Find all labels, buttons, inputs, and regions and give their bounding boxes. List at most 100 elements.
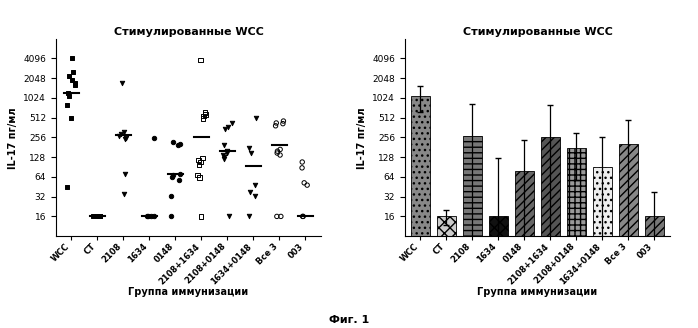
Point (141, 214, 152, 219)
Point (167, 173, 178, 178)
Point (277, 121, 288, 126)
Point (297, 214, 309, 219)
Point (272, 151, 283, 156)
Point (195, 57, 206, 62)
Point (114, 133, 125, 138)
Point (66, 56, 77, 61)
Point (244, 146, 255, 151)
Point (193, 162, 205, 167)
Point (198, 113, 209, 118)
Bar (645, 216, 664, 328)
Y-axis label: IL-17 пг/мл: IL-17 пг/мл (357, 107, 366, 169)
Point (302, 182, 313, 188)
Point (223, 214, 235, 219)
Point (70, 80, 81, 85)
Bar (489, 216, 508, 328)
Bar (515, 171, 534, 328)
Point (116, 81, 127, 86)
Bar (411, 96, 430, 328)
Bar (541, 137, 560, 328)
Point (218, 143, 229, 148)
Point (94, 214, 105, 219)
Point (119, 172, 131, 177)
Bar (619, 144, 638, 328)
Point (274, 153, 285, 158)
Point (92, 214, 103, 219)
Bar (567, 148, 586, 328)
X-axis label: Группа иммунизации: Группа иммунизации (128, 287, 248, 297)
Point (297, 159, 308, 165)
Point (200, 112, 211, 117)
Point (272, 214, 283, 219)
Point (62, 91, 73, 96)
X-axis label: Группа иммунизации: Группа иммунизации (477, 287, 597, 297)
Point (119, 136, 131, 141)
Point (221, 149, 232, 154)
Point (244, 189, 255, 195)
Point (278, 118, 289, 124)
Point (193, 157, 205, 163)
Bar (593, 167, 612, 328)
Point (297, 165, 308, 171)
Point (119, 192, 130, 197)
Point (223, 124, 234, 130)
Point (68, 70, 79, 75)
Point (146, 214, 157, 219)
Point (270, 123, 281, 129)
Title: Стимулированные WCC: Стимулированные WCC (463, 27, 612, 37)
Point (121, 135, 132, 140)
Text: Фиг. 1: Фиг. 1 (329, 315, 369, 325)
Point (195, 214, 207, 219)
Y-axis label: IL-17 пг/мл: IL-17 пг/мл (8, 107, 17, 169)
Bar (463, 136, 482, 328)
Point (61, 102, 73, 108)
Point (222, 151, 233, 156)
Point (218, 157, 230, 162)
Point (66, 116, 77, 121)
Point (271, 120, 282, 126)
Point (166, 193, 177, 198)
Point (249, 193, 260, 198)
Point (218, 154, 230, 160)
Point (245, 151, 256, 156)
Point (87, 214, 98, 219)
Point (167, 175, 178, 180)
Title: Стимулированные WCC: Стимулированные WCC (114, 27, 263, 37)
Point (174, 171, 186, 176)
Point (118, 129, 129, 134)
Point (168, 140, 179, 145)
Point (244, 214, 255, 219)
Point (195, 159, 206, 165)
Point (249, 182, 260, 188)
Point (297, 214, 309, 219)
Point (66, 78, 77, 83)
Point (142, 214, 154, 219)
Point (192, 173, 203, 178)
Point (174, 177, 185, 182)
Point (63, 93, 74, 98)
Point (94, 214, 105, 219)
Point (194, 175, 205, 180)
Point (197, 155, 208, 160)
Point (275, 214, 286, 219)
Point (199, 110, 210, 115)
Point (197, 116, 208, 121)
Point (274, 147, 285, 152)
Point (299, 180, 310, 185)
Point (272, 149, 283, 154)
Point (226, 121, 237, 126)
Point (251, 115, 262, 121)
Point (218, 153, 229, 158)
Point (174, 141, 186, 146)
Point (64, 73, 75, 79)
Point (115, 131, 126, 136)
Point (93, 214, 104, 219)
Point (61, 184, 73, 190)
Point (149, 214, 160, 219)
Point (166, 214, 177, 219)
Point (172, 143, 184, 148)
Bar (437, 216, 456, 328)
Point (70, 83, 81, 88)
Point (148, 135, 159, 140)
Point (220, 126, 231, 132)
